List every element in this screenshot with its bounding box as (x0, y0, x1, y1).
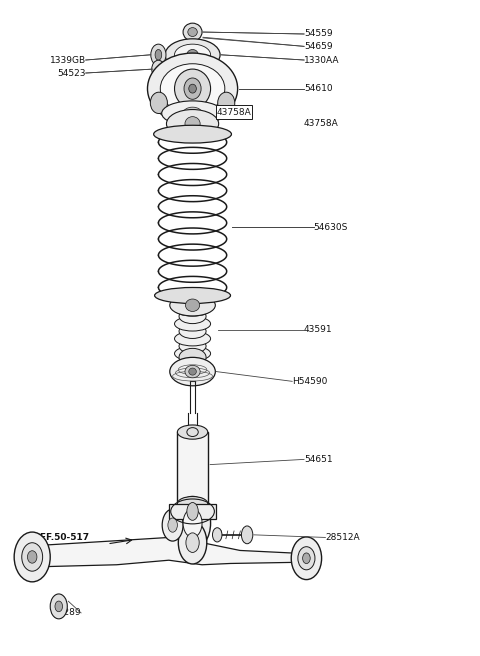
Ellipse shape (302, 553, 310, 564)
Ellipse shape (27, 551, 37, 564)
Ellipse shape (189, 84, 196, 93)
Ellipse shape (170, 358, 216, 386)
Polygon shape (42, 537, 306, 567)
Bar (178, 432, 208, 504)
Ellipse shape (175, 69, 211, 108)
Bar (169, 504, 216, 519)
Text: REF.50-517: REF.50-517 (34, 533, 90, 542)
Ellipse shape (165, 39, 220, 71)
Text: 43758A: 43758A (304, 119, 339, 129)
Ellipse shape (185, 299, 200, 312)
Ellipse shape (179, 348, 206, 366)
Ellipse shape (155, 49, 162, 60)
Text: 55289: 55289 (53, 608, 81, 617)
Text: H54590: H54590 (292, 377, 327, 386)
Ellipse shape (187, 49, 198, 60)
Ellipse shape (187, 502, 198, 520)
Ellipse shape (162, 509, 183, 541)
Ellipse shape (175, 302, 211, 316)
Ellipse shape (175, 44, 211, 66)
Ellipse shape (152, 60, 165, 78)
Ellipse shape (185, 117, 200, 131)
Text: 28512A: 28512A (325, 533, 360, 542)
Text: 43591: 43591 (304, 325, 333, 335)
Ellipse shape (213, 527, 222, 542)
Ellipse shape (168, 518, 178, 532)
Ellipse shape (184, 78, 201, 99)
Ellipse shape (187, 428, 198, 436)
Ellipse shape (160, 64, 225, 113)
Ellipse shape (178, 425, 208, 439)
Ellipse shape (14, 532, 50, 582)
Text: 54610: 54610 (304, 84, 333, 93)
Ellipse shape (155, 287, 230, 304)
Ellipse shape (175, 497, 211, 550)
Ellipse shape (147, 53, 238, 124)
Ellipse shape (175, 346, 211, 361)
Ellipse shape (150, 92, 168, 113)
Ellipse shape (183, 107, 202, 119)
Ellipse shape (55, 601, 62, 612)
Ellipse shape (50, 594, 67, 619)
Ellipse shape (186, 533, 199, 552)
Ellipse shape (154, 125, 231, 143)
Ellipse shape (291, 537, 322, 580)
Ellipse shape (183, 23, 202, 41)
Text: 54523: 54523 (57, 68, 86, 77)
Ellipse shape (185, 365, 200, 378)
Ellipse shape (178, 497, 208, 511)
Ellipse shape (179, 309, 206, 323)
Text: 43758A: 43758A (217, 108, 252, 117)
Ellipse shape (167, 110, 219, 138)
Ellipse shape (175, 331, 211, 346)
Ellipse shape (175, 317, 211, 331)
Ellipse shape (298, 546, 315, 570)
Ellipse shape (183, 509, 202, 537)
Ellipse shape (241, 526, 253, 544)
Ellipse shape (151, 44, 166, 66)
Ellipse shape (189, 368, 196, 375)
Text: 54630S: 54630S (313, 222, 348, 232)
Ellipse shape (179, 522, 207, 564)
Ellipse shape (22, 543, 43, 571)
Text: 54559: 54559 (304, 30, 333, 39)
Ellipse shape (162, 101, 223, 126)
Text: 1339GB: 1339GB (50, 56, 86, 64)
Text: 1330AA: 1330AA (304, 56, 339, 64)
Text: 54651: 54651 (304, 455, 333, 464)
Ellipse shape (179, 339, 206, 354)
Ellipse shape (179, 324, 206, 338)
FancyBboxPatch shape (216, 105, 252, 119)
Text: 54659: 54659 (304, 42, 333, 51)
Ellipse shape (218, 92, 235, 113)
Ellipse shape (188, 28, 197, 37)
Ellipse shape (170, 295, 216, 316)
